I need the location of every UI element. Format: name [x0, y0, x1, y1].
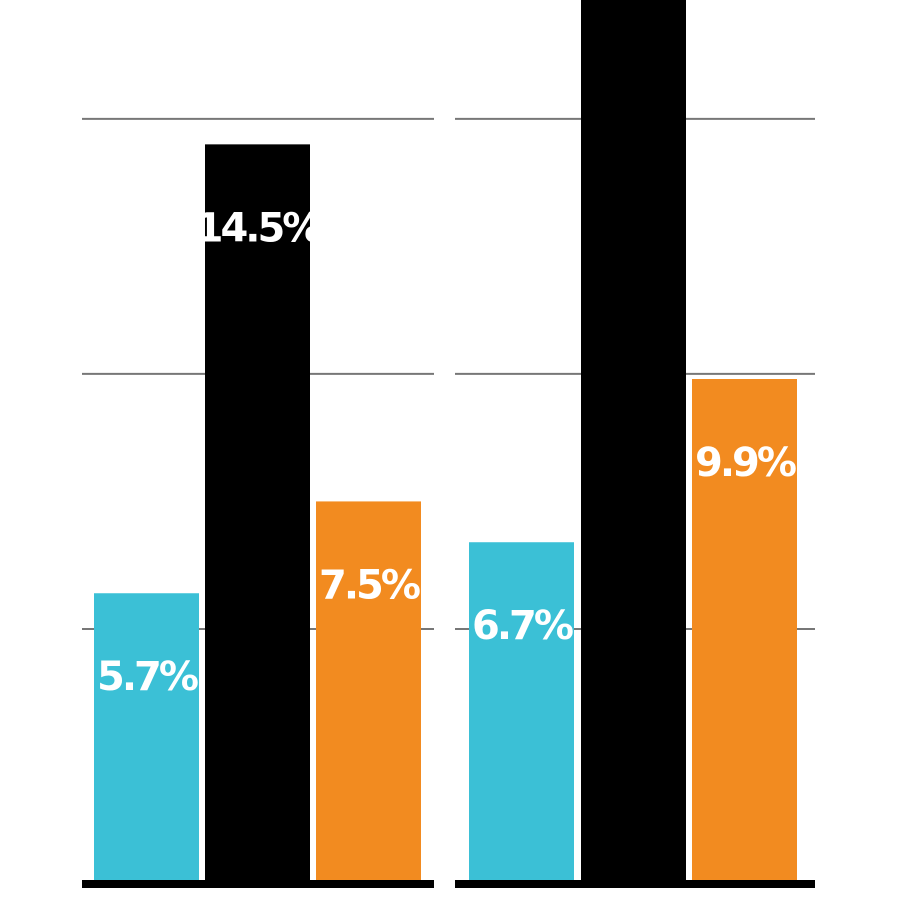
value-label: 5.7%	[97, 654, 198, 700]
bar	[469, 542, 574, 884]
bar	[94, 593, 199, 884]
value-label: 7.5%	[319, 562, 420, 608]
value-label: 6.7%	[472, 603, 573, 649]
bar	[316, 501, 421, 884]
bar	[581, 0, 686, 885]
value-label: 9.9%	[695, 440, 796, 486]
bar	[692, 379, 797, 884]
value-label: 14.5%	[196, 205, 322, 251]
bar	[205, 144, 310, 884]
